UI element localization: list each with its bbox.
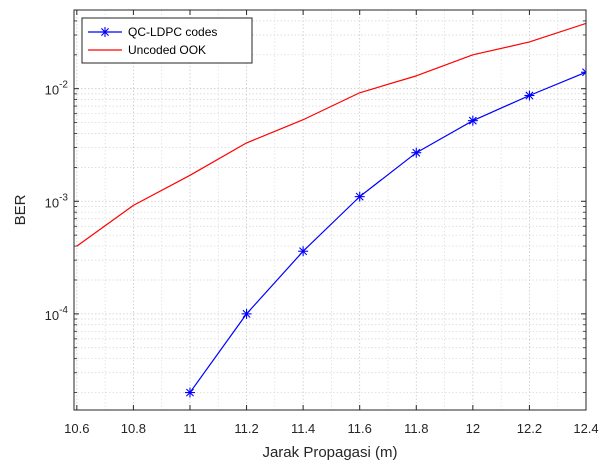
tick-marks <box>74 10 587 410</box>
plot-frame <box>73 9 587 411</box>
legend-label-uncoded-ook: Uncoded OOK <box>128 43 206 57</box>
legend-label-qc-ldpc: QC-LDPC codes <box>128 25 217 39</box>
y-tick-label: 10-4 <box>45 305 69 323</box>
x-tick-label: 10.8 <box>121 421 146 436</box>
x-tick-label: 11 <box>183 421 197 436</box>
y-tick-label: 10-3 <box>45 192 69 210</box>
x-tick-label: 12 <box>466 421 480 436</box>
data-point-qc-ldpc <box>298 246 309 257</box>
x-tick-labels: 10.6 10.8 11 11.2 11.4 11.6 11.8 12 12.2 12.4 <box>64 421 598 436</box>
x-tick-label: 11.8 <box>404 421 428 436</box>
data-point-qc-ldpc <box>581 67 586 78</box>
data-point-qc-ldpc <box>354 191 365 202</box>
data-point-qc-ldpc <box>184 387 195 398</box>
minor-grid <box>74 10 586 410</box>
y-tick-labels: 10-4 10-3 10-2 <box>45 80 69 323</box>
major-grid <box>74 10 587 410</box>
legend: QC-LDPC codes Uncoded OOK <box>81 17 253 64</box>
data-point-qc-ldpc <box>411 147 422 158</box>
x-axis-title: Jarak Propagasi (m) <box>262 444 397 461</box>
series-layer <box>76 22 586 398</box>
legend-box <box>81 17 253 64</box>
legend-marker-qc-ldpc <box>100 27 110 37</box>
data-point-qc-ldpc <box>467 115 478 126</box>
x-tick-label: 11.4 <box>291 421 315 436</box>
y-axis-title: BER <box>12 194 29 225</box>
plot-area <box>74 10 586 410</box>
x-tick-label: 11.2 <box>234 421 258 436</box>
x-tick-label: 11.6 <box>348 421 372 436</box>
series-line-uncoded-ook <box>76 22 586 247</box>
x-tick-label: 10.6 <box>64 421 89 436</box>
data-point-qc-ldpc <box>241 308 252 319</box>
series-line-qc-ldpc <box>189 71 586 393</box>
x-tick-label: 12.4 <box>573 421 598 436</box>
data-point-qc-ldpc <box>524 90 535 101</box>
y-tick-label: 10-2 <box>45 80 69 98</box>
legend-asterisk-marker <box>100 27 110 37</box>
x-tick-label: 12.2 <box>517 421 542 436</box>
